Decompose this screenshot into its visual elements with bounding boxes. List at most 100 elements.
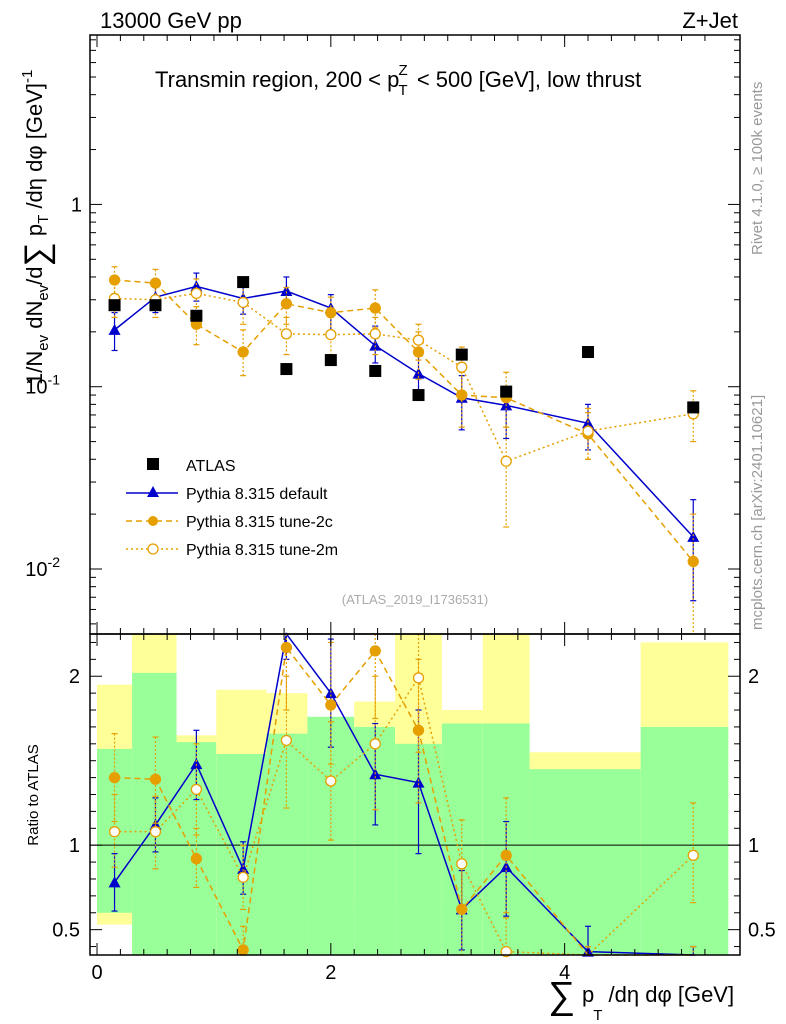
main-point xyxy=(687,555,699,568)
ratio-point xyxy=(280,734,293,747)
main-point xyxy=(369,339,382,351)
band-inner-bin xyxy=(640,726,729,955)
main-point xyxy=(412,334,425,346)
x-tick-label: 4 xyxy=(559,962,570,984)
main-point xyxy=(325,329,337,341)
x-tick-label: 2 xyxy=(325,962,336,984)
band-inner-bin xyxy=(266,733,308,955)
ratio-point xyxy=(687,849,699,861)
main-series-atlas xyxy=(108,276,700,414)
ratio-point xyxy=(190,783,203,796)
ratio-line-tune-2m xyxy=(114,676,694,956)
ratio-point xyxy=(190,853,203,865)
ratio-y-tick-label-right: 0.5 xyxy=(748,920,776,942)
ratio-uncertainty-bands xyxy=(97,634,729,955)
main-y-tick-label: 1 xyxy=(71,194,82,216)
ratio-point xyxy=(149,773,162,785)
main-series-tune-2c xyxy=(108,266,699,635)
ratio-y-tick-label-left: 1 xyxy=(69,835,80,857)
legend-marker-default xyxy=(147,486,159,497)
legend-entry-default: Pythia 8.315 default xyxy=(186,486,328,503)
main-point xyxy=(369,302,381,314)
legend-entry-tune-2m: Pythia 8.315 tune-2m xyxy=(186,542,338,559)
ratio-point xyxy=(324,687,337,699)
ratio-point xyxy=(456,858,468,870)
analysis-watermark: (ATLAS_2019_I1736531) xyxy=(342,592,488,607)
ratio-series-tune-2m xyxy=(108,633,699,958)
atlas-data-point xyxy=(280,363,293,376)
main-title: Transmin region, 200 < pTZ < 500 [GeV], … xyxy=(155,62,641,99)
main-y-tick-label: 10-2 xyxy=(25,554,60,581)
atlas-data-point xyxy=(687,401,700,414)
atlas-data-point xyxy=(324,354,337,367)
main-line-default xyxy=(114,285,694,538)
ratio-point xyxy=(369,645,381,657)
main-point xyxy=(280,328,293,340)
ratio-point xyxy=(280,641,293,654)
ratio-line-tune-2c xyxy=(114,645,694,956)
band-inner-bin xyxy=(307,716,355,955)
mcplots-label: mcplots.cern.ch [arXiv:2401.10621] xyxy=(749,395,766,630)
ratio-y-axis-label: Ratio to ATLAS xyxy=(25,744,42,845)
ratio-point xyxy=(325,775,337,787)
process-label: Z+Jet xyxy=(682,8,738,33)
main-point xyxy=(582,417,595,429)
atlas-data-point xyxy=(582,346,595,359)
ratio-point xyxy=(412,672,425,684)
ratio-y-tick-label-left: 2 xyxy=(69,666,80,688)
atlas-data-point xyxy=(149,299,162,312)
energy-label: 13000 GeV pp xyxy=(100,8,242,33)
ratio-series-tune-2c xyxy=(108,633,697,956)
atlas-data-point xyxy=(455,348,468,361)
ratio-point xyxy=(149,826,162,838)
main-point xyxy=(237,346,249,358)
main-point xyxy=(237,296,249,309)
x-axis-label: ∑ pT /dη dφ [GeV] xyxy=(548,975,734,1024)
main-line-tune-2c xyxy=(114,279,694,562)
main-point xyxy=(325,306,337,319)
ratio-line-default xyxy=(113,632,694,956)
main-line-tune-2m xyxy=(114,292,694,463)
ratio-point xyxy=(108,771,121,784)
ratio-y-tick-label-right: 2 xyxy=(748,666,759,688)
ratio-point xyxy=(237,871,249,883)
ratio-point xyxy=(500,849,512,861)
ratio-point xyxy=(369,738,381,750)
main-point xyxy=(190,287,203,300)
axes-group: 1 10-1 10-2 0 2 4 0.5 0.5 1 1 2 2 xyxy=(25,34,776,984)
band-inner-bin xyxy=(132,672,177,955)
main-point xyxy=(280,298,293,310)
ratio-point xyxy=(412,776,425,788)
atlas-data-point xyxy=(500,385,513,398)
ratio-y-tick-label-right: 1 xyxy=(748,835,759,857)
main-point xyxy=(500,455,512,467)
main-y-axis-label: 1/Nev dNev/d∑ pT /dη dφ [GeV]-1 xyxy=(18,70,56,385)
svg-text:1/Nev dNev/d∑ pT /dη dφ [GeV]: 1/Nev dNev/d∑ pT /dη dφ [GeV]-1 xyxy=(18,70,56,385)
legend-entry-atlas: ATLAS xyxy=(186,458,236,475)
ratio-point xyxy=(500,945,512,958)
x-tick-label: 0 xyxy=(91,962,102,984)
atlas-data-point xyxy=(237,276,250,289)
main-y-tick-label: 10-1 xyxy=(25,372,60,399)
legend-marker-atlas xyxy=(147,458,159,470)
band-inner-bin xyxy=(529,769,641,955)
svg-text:Transmin region, 200 < pTZ < 5: Transmin region, 200 < pTZ < 500 [GeV], … xyxy=(155,62,641,99)
main-series-group xyxy=(108,266,700,635)
atlas-data-point xyxy=(369,364,382,377)
svg-text:pT /dη dφ [GeV]: pT /dη dφ [GeV] xyxy=(582,982,734,1024)
ratio-point xyxy=(325,699,337,711)
ratio-point xyxy=(237,944,249,956)
atlas-data-point xyxy=(190,309,203,322)
legend-marker-tune-2m xyxy=(147,543,159,555)
ratio-point xyxy=(108,826,121,838)
main-point xyxy=(369,328,381,340)
legend: ATLAS Pythia 8.315 default Pythia 8.315 … xyxy=(126,458,338,559)
rivet-label: Rivet 4.1.0, ≥ 100k events xyxy=(749,82,766,255)
main-point xyxy=(108,323,121,335)
ratio-point xyxy=(237,862,250,874)
main-point xyxy=(280,285,293,297)
atlas-data-point xyxy=(412,389,425,402)
atlas-data-point xyxy=(108,299,121,312)
ratio-point xyxy=(190,758,203,770)
